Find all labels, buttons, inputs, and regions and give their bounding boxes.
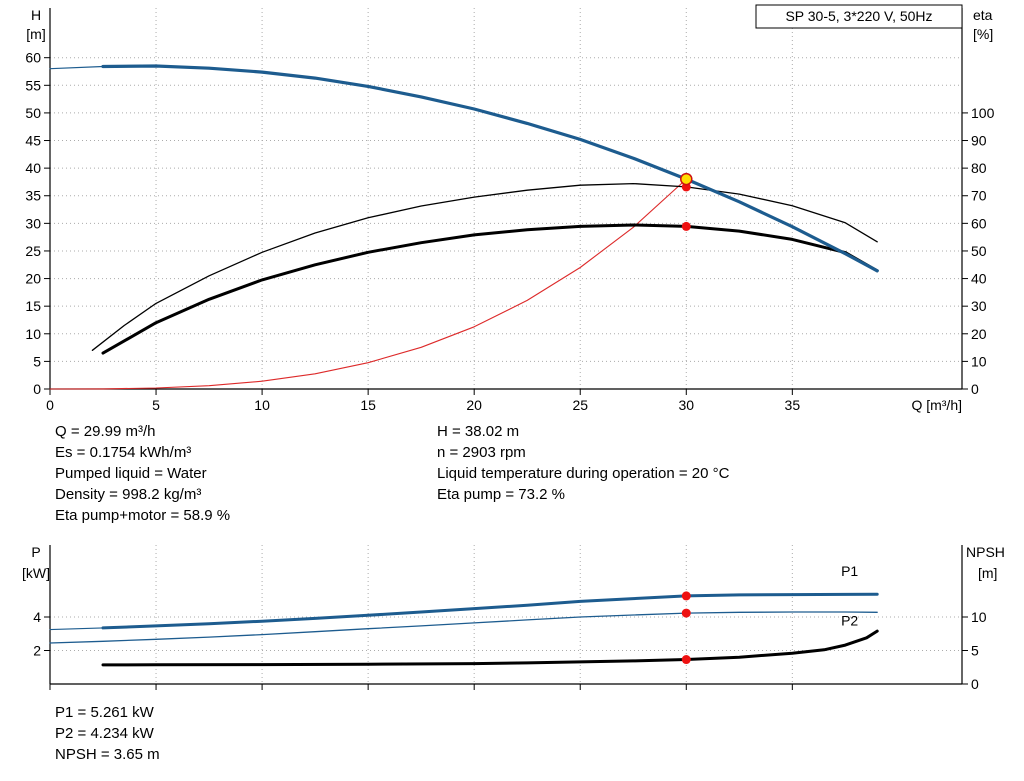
y-left-axis-header: H (31, 7, 41, 23)
y-left-tick-label: 30 (25, 215, 41, 231)
y-right-tick-label: 80 (971, 160, 987, 176)
p1-point (681, 591, 691, 601)
info-line: Eta pump+motor = 58.9 % (55, 507, 231, 524)
y-left-axis-header: [m] (26, 26, 45, 42)
x-axis-label: Q [m³/h] (911, 397, 962, 413)
y-left-tick-label: 45 (25, 133, 41, 149)
info-line: n = 2903 rpm (437, 444, 526, 461)
y-left-tick-label: 60 (25, 50, 41, 66)
series-label-p2: P2 (841, 612, 858, 628)
info-line: NPSH = 3.65 m (55, 746, 160, 763)
y-right-tick-label: 0 (971, 381, 979, 397)
y-right-axis-header: NPSH (966, 544, 1005, 560)
operating-data-col1: Q = 29.99 m³/h Es = 0.1754 kWh/m³ Pumped l… (55, 421, 230, 526)
x-tick-label: 20 (466, 397, 482, 413)
y-right-tick-label: 10 (971, 353, 987, 369)
chart-title: SP 30-5, 3*220 V, 50Hz (785, 8, 932, 24)
npsh-point (681, 655, 691, 665)
operating-data-col2: H = 38.02 m n = 2903 rpm Liquid temperatur… (437, 421, 729, 505)
y-right-tick-label: 70 (971, 188, 987, 204)
y-right-tick-label: 60 (971, 215, 987, 231)
y-left-axis-header: P (31, 544, 40, 560)
info-line: P1 = 5.261 kW (55, 704, 154, 721)
x-tick-label: 10 (254, 397, 270, 413)
x-tick-label: 15 (360, 397, 376, 413)
y-left-tick-label: 20 (25, 271, 41, 287)
y-right-tick-label: 40 (971, 271, 987, 287)
y-left-tick-label: 40 (25, 160, 41, 176)
npsh-curve (101, 629, 879, 667)
y-right-tick-label: 10 (971, 609, 987, 625)
eta-pump-motor-point (681, 221, 691, 231)
y-left-tick-label: 15 (25, 298, 41, 314)
info-line: Pumped liquid = Water (55, 465, 207, 482)
p2-point (681, 608, 691, 618)
power-npsh-chart: 2 4 0 5 10 P [kW] NPSH [m] P1 P2 (22, 544, 1005, 692)
info-line: Eta pump = 73.2 % (437, 486, 565, 503)
y-right-tick-label: 20 (971, 326, 987, 342)
y-left-tick-label: 10 (25, 326, 41, 342)
y-left-tick-label: 4 (33, 609, 41, 625)
y-right-axis-header: [%] (973, 26, 993, 42)
info-line: Liquid temperature during operation = 20… (437, 465, 730, 482)
system-curve (49, 178, 687, 390)
head-efficiency-chart: 0510152025303540455055600102030405060708… (25, 4, 995, 413)
y-right-tick-label: 100 (971, 105, 995, 121)
eta-pump-curve (91, 182, 878, 351)
head-curve (49, 65, 104, 70)
y-left-tick-label: 50 (25, 105, 41, 121)
y-right-tick-label: 90 (971, 133, 987, 149)
y-left-tick-label: 0 (33, 381, 41, 397)
y-right-axis-header: [m] (978, 565, 997, 581)
y-left-tick-label: 2 (33, 643, 41, 659)
chart-title-box (755, 4, 963, 29)
y-left-tick-label: 35 (25, 188, 41, 204)
y-right-tick-label: 0 (971, 676, 979, 692)
info-line: Density = 998.2 kg/m³ (55, 486, 202, 503)
y-left-tick-label: 5 (33, 353, 41, 369)
y-left-tick-label: 55 (25, 77, 41, 93)
y-right-tick-label: 5 (971, 643, 979, 659)
x-tick-label: 35 (785, 397, 801, 413)
series-label-p1: P1 (841, 563, 858, 579)
duty-point (680, 172, 693, 186)
eta-pump-motor-curve (101, 223, 879, 355)
info-line: H = 38.02 m (437, 423, 520, 440)
p1-curve (101, 592, 879, 630)
x-tick-label: 25 (572, 397, 588, 413)
operating-data: Q = 29.99 m³/h Es = 0.1754 kWh/m³ Pumped l… (0, 421, 1024, 533)
info-line: Q = 29.99 m³/h (55, 423, 156, 440)
info-line: Es = 0.1754 kWh/m³ (55, 444, 192, 461)
p2-curve (49, 611, 878, 644)
y-right-tick-label: 50 (971, 243, 987, 259)
p1-curve (49, 627, 104, 631)
y-left-axis-header: [kW] (22, 565, 50, 581)
x-tick-label: 30 (678, 397, 694, 413)
info-line: P2 = 4.234 kW (55, 725, 154, 742)
y-right-axis-header: eta (973, 7, 993, 23)
power-npsh-data: P1 = 5.261 kW P2 = 4.234 kW NPSH = 3.65 m (55, 702, 160, 765)
y-right-tick-label: 30 (971, 298, 987, 314)
x-tick-label: 0 (46, 397, 54, 413)
x-tick-label: 5 (152, 397, 160, 413)
head-curve (101, 64, 879, 273)
y-left-tick-label: 25 (25, 243, 41, 259)
